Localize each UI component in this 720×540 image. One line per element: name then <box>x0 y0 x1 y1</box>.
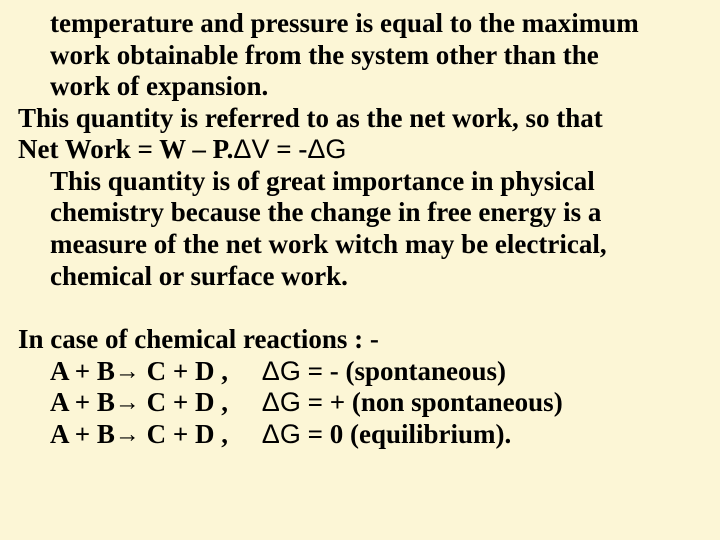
eq-prefix: Net Work = W – P. <box>18 134 233 164</box>
rxn-result-3: = 0 (equilibrium). <box>301 419 511 449</box>
delta-g-3: ΔG <box>262 419 301 449</box>
p4-line2: chemistry because the change in free ene… <box>50 197 601 227</box>
rxn-rhs: C + D , <box>140 387 228 417</box>
reaction-spontaneous: A + B→ C + D , ΔG = - (spontaneous) <box>18 356 702 388</box>
rxn-lhs: A + B <box>50 356 115 386</box>
p2-line1: This quantity is referred to as the net … <box>18 103 603 133</box>
rxn-lhs: A + B <box>50 419 115 449</box>
arrow-icon: → <box>115 420 140 449</box>
reaction-nonspontaneous: A + B→ C + D , ΔG = + (non spontaneous) <box>18 387 702 419</box>
rxn-rhs: C + D , <box>140 356 228 386</box>
delta-g-1: ΔG <box>262 356 301 386</box>
p4-line3: measure of the net work witch may be ele… <box>50 229 607 259</box>
p1-line2: work obtainable from the system other th… <box>50 40 599 70</box>
reaction-equilibrium: A + B→ C + D , ΔG = 0 (equilibrium). <box>18 419 702 451</box>
delta-v: ΔV <box>233 134 269 164</box>
net-work-equation: Net Work = W – P.ΔV = -ΔG <box>18 134 702 166</box>
paragraph-1: temperature and pressure is equal to the… <box>18 8 702 103</box>
paragraph-2: This quantity is referred to as the net … <box>18 103 702 135</box>
rxn-result-1: = - (spontaneous) <box>301 356 506 386</box>
paragraph-4: This quantity is of great importance in … <box>18 166 702 292</box>
p4-line4: chemical or surface work. <box>50 261 348 291</box>
gap <box>228 419 262 449</box>
paragraph-5: In case of chemical reactions : - <box>18 324 702 356</box>
delta-g-2: ΔG <box>262 387 301 417</box>
gap <box>228 356 262 386</box>
rxn-rhs: C + D , <box>140 419 228 449</box>
arrow-icon: → <box>115 357 140 386</box>
p1-line1: temperature and pressure is equal to the… <box>50 8 639 38</box>
p5-line1: In case of chemical reactions : - <box>18 324 379 354</box>
gap <box>228 387 262 417</box>
delta-g: ΔG <box>307 134 346 164</box>
p4-line1: This quantity is of great importance in … <box>50 166 595 196</box>
rxn-lhs: A + B <box>50 387 115 417</box>
rxn-result-2: = + (non spontaneous) <box>301 387 563 417</box>
arrow-icon: → <box>115 388 140 417</box>
eq-mid: = - <box>269 134 307 164</box>
spacer <box>18 292 702 324</box>
p1-line3: work of expansion. <box>50 71 268 101</box>
